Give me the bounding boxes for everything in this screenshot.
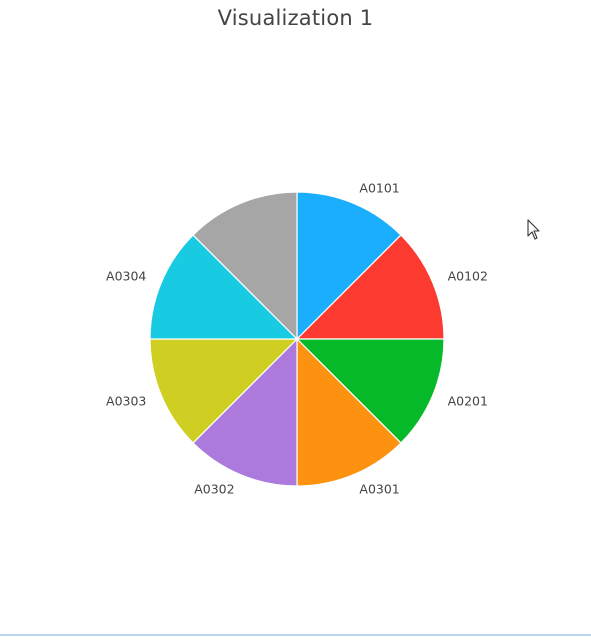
pie-slice-a0301[interactable] <box>296 337 402 487</box>
pie-slice-a0303[interactable] <box>149 338 299 444</box>
mouse-pointer-icon <box>527 219 540 240</box>
pie-label-a0303: A0303 <box>106 393 146 408</box>
pie-slice-a0101[interactable] <box>296 191 402 341</box>
pie-label-a0302: A0302 <box>194 482 234 497</box>
pie-slice-a0201[interactable] <box>295 338 445 444</box>
pie-slice-a0102[interactable] <box>295 234 445 340</box>
bottom-divider <box>0 634 591 636</box>
pie-label-a0102: A0102 <box>448 269 488 284</box>
pie-label-a0201: A0201 <box>448 393 488 408</box>
pie-slice-unlabeled-7[interactable] <box>192 191 298 341</box>
pie-labels: A0101 A0102 A0201 A0301 A0302 A0303 A0304 <box>106 180 488 496</box>
pie-slice-a0304[interactable] <box>149 234 299 340</box>
pie-slice-a0302[interactable] <box>192 337 298 487</box>
pie-label-a0304: A0304 <box>106 269 146 284</box>
chart-title: Visualization 1 <box>217 6 374 30</box>
pie-label-a0101: A0101 <box>359 180 399 195</box>
pie-slices <box>149 191 445 487</box>
pie-label-a0301: A0301 <box>359 482 399 497</box>
